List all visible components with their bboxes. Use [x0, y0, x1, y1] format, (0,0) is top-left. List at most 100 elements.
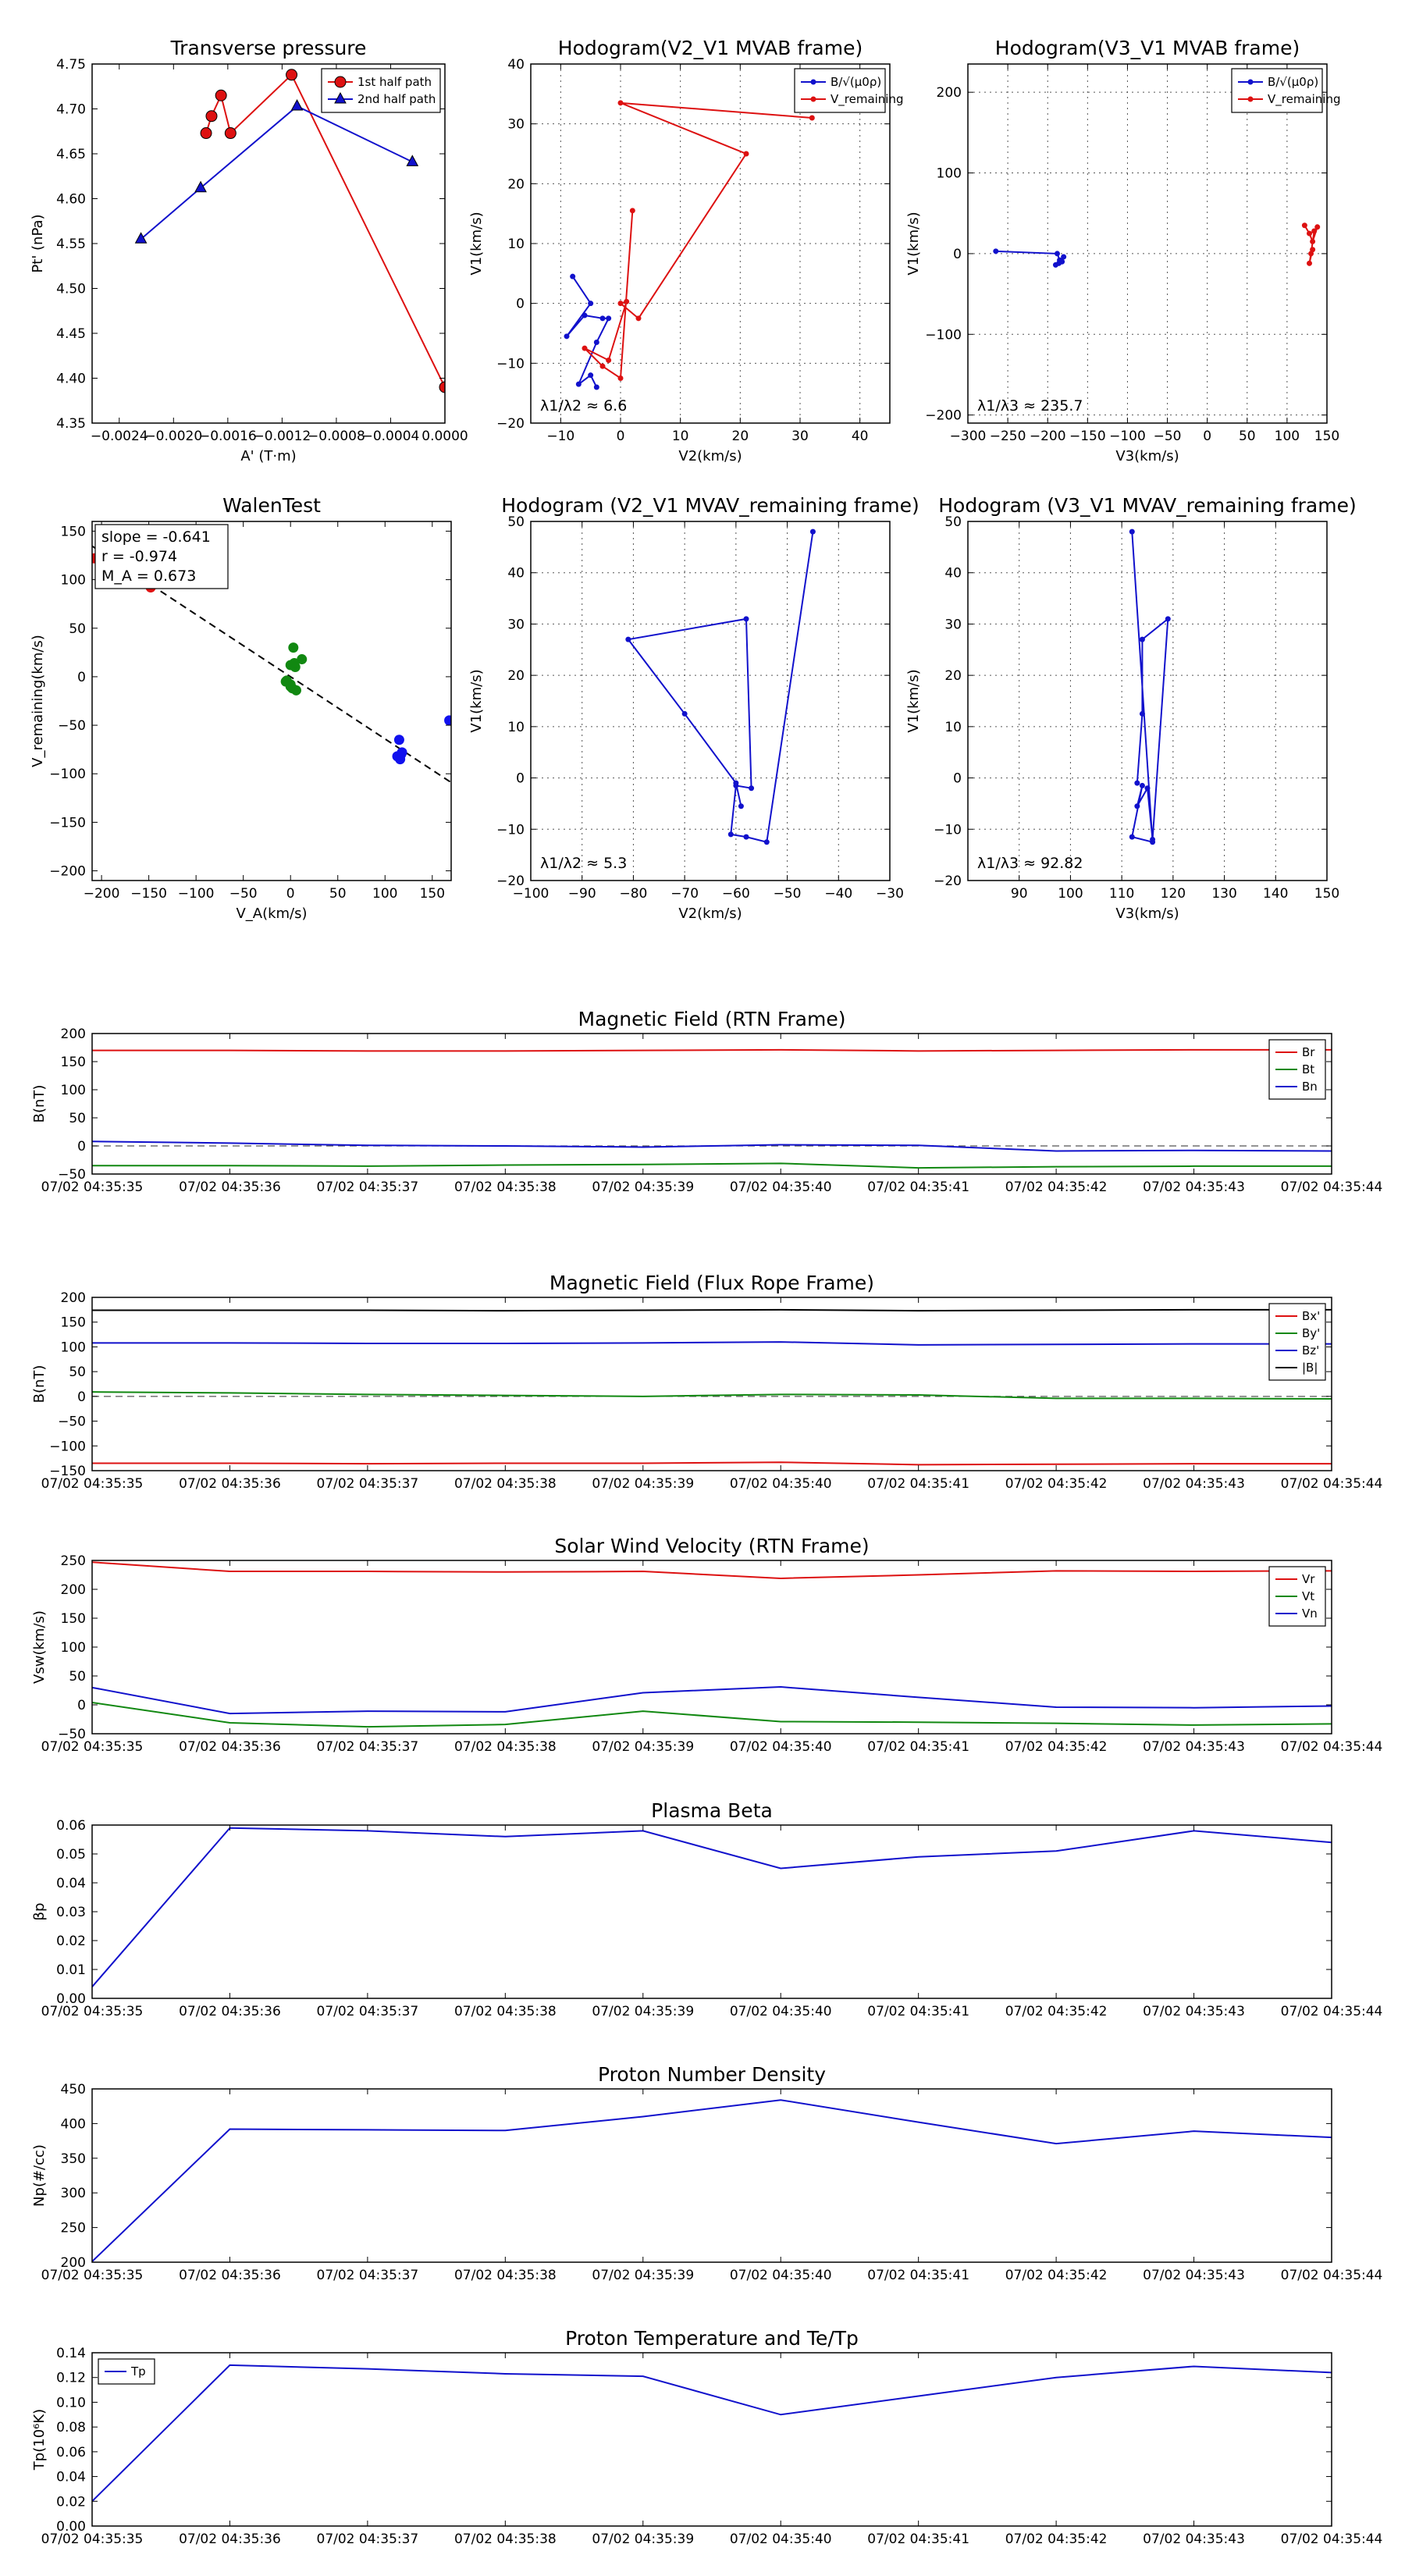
data-point — [570, 273, 576, 279]
y-tick-label: 0.02 — [56, 2494, 86, 2510]
y-tick-label: −100 — [925, 327, 962, 343]
data-point — [593, 340, 599, 345]
data-point — [1129, 528, 1135, 535]
legend-marker — [810, 79, 816, 85]
time-tick-label: 07/02 04:35:35 — [41, 2532, 144, 2547]
time-tick-label: 07/02 04:35:41 — [867, 2004, 969, 2019]
y-tick-label: 450 — [61, 2082, 86, 2097]
y-tick-label: 4.75 — [56, 57, 86, 73]
y-tick-label: 50 — [507, 514, 525, 530]
x-tick-label: −80 — [619, 886, 647, 902]
data-point — [629, 208, 635, 214]
panel-brtn: Magnetic Field (RTN Frame) 07/02 04:35:35… — [31, 1008, 1382, 1195]
plot-area — [564, 100, 815, 390]
x-tick-label: 150 — [1314, 886, 1339, 902]
series-line-Br — [92, 1048, 1332, 1052]
data-point — [599, 315, 606, 322]
time-tick-label: 07/02 04:35:39 — [592, 1179, 694, 1195]
y-tick-label: 0 — [77, 1698, 86, 1713]
data-point — [200, 127, 212, 140]
x-tick-label: −60 — [722, 886, 750, 902]
fit-stat: slope = -0.641 — [101, 528, 211, 546]
x-tick-label: −150 — [1069, 429, 1106, 444]
x-tick-label: −0.0016 — [199, 429, 257, 444]
y-tick-label: 150 — [61, 1055, 86, 1070]
chart-title: Transverse pressure — [170, 37, 367, 59]
time-tick-label: 07/02 04:35:42 — [1005, 2004, 1108, 2019]
series-line-|B| — [92, 1308, 1332, 1312]
time-tick-label: 07/02 04:35:36 — [179, 1179, 281, 1195]
chart-title: Hodogram(V3_V1 MVAB frame) — [995, 37, 1300, 59]
y-tick-label: 4.70 — [56, 102, 86, 118]
legend: Vr Vt Vn — [1268, 1566, 1326, 1627]
axes-frame — [91, 521, 452, 881]
panel-title: Magnetic Field (RTN Frame) — [578, 1008, 846, 1030]
y-axis-label: V1(km/s) — [905, 669, 922, 732]
chart-title: Hodogram(V2_V1 MVAB frame) — [558, 37, 863, 59]
legend-label: V_remaining — [831, 92, 904, 107]
plot-area — [625, 528, 816, 845]
y-tick-label: 0 — [953, 771, 962, 787]
chart-h4: Hodogram (V3_V1 MVAV_remaining frame) 90 1… — [905, 494, 1357, 922]
time-tick-label: 07/02 04:35:44 — [1281, 1476, 1383, 1492]
x-tick-label: −250 — [990, 429, 1026, 444]
data-point — [224, 127, 237, 140]
y-axis-label: B(nT) — [31, 1365, 48, 1404]
time-tick-label: 07/02 04:35:36 — [179, 1739, 281, 1755]
data-point — [588, 372, 594, 379]
y-tick-label: 20 — [944, 668, 962, 684]
x-axis-label: A' (T·m) — [240, 448, 296, 464]
series-line-Np — [92, 2099, 1332, 2262]
data-point — [738, 803, 744, 809]
data-point — [1311, 228, 1318, 234]
x-tick-label: 100 — [372, 886, 397, 902]
y-tick-label: 10 — [507, 720, 525, 735]
data-point — [582, 312, 588, 318]
data-point — [406, 155, 419, 166]
legend-label: Vr — [1302, 1572, 1315, 1586]
x-tick-label: −100 — [1109, 429, 1146, 444]
data-point — [134, 232, 148, 244]
time-tick-label: 07/02 04:35:44 — [1281, 1739, 1383, 1755]
series-line — [995, 250, 1065, 266]
data-point — [215, 89, 227, 101]
eigenvalue-ratio: λ1/λ3 ≈ 92.82 — [977, 855, 1083, 872]
legend-label: Vt — [1302, 1589, 1314, 1603]
y-tick-label: 0.01 — [56, 1962, 86, 1978]
chart-h1: Hodogram(V2_V1 MVAB frame) −10 0 10 20 30 40 −2… — [468, 37, 904, 464]
time-tick-label: 07/02 04:35:42 — [1005, 1476, 1108, 1492]
y-tick-label: 0.14 — [56, 2346, 86, 2361]
y-tick-label: 200 — [61, 2255, 86, 2271]
y-tick-label: 0 — [77, 1139, 86, 1155]
time-tick-label: 07/02 04:35:38 — [454, 1739, 557, 1755]
data-point — [743, 151, 749, 157]
y-tick-label: 0.04 — [56, 2470, 86, 2485]
legend-label: Bt — [1302, 1062, 1314, 1076]
axes-frame — [967, 521, 1328, 881]
time-tick-label: 07/02 04:35:43 — [1143, 2268, 1245, 2283]
time-tick-label: 07/02 04:35:42 — [1005, 2532, 1108, 2547]
x-tick-label: −200 — [1030, 429, 1066, 444]
legend-label: B/√(μ0ρ) — [1268, 75, 1318, 89]
time-tick-label: 07/02 04:35:43 — [1143, 2532, 1245, 2547]
y-tick-label: −200 — [49, 864, 86, 880]
legend-label: Bz' — [1302, 1343, 1319, 1357]
time-tick-label: 07/02 04:35:39 — [592, 1476, 694, 1492]
panel-np: Proton Number Density 07/02 04:35:35 07/02… — [31, 2063, 1382, 2283]
data-point — [749, 785, 755, 792]
x-tick-label: 150 — [1314, 429, 1339, 444]
y-tick-label: −50 — [58, 1414, 86, 1430]
time-tick-label: 07/02 04:35:36 — [179, 2004, 281, 2019]
data-point — [599, 363, 606, 369]
y-axis-label: B(nT) — [31, 1085, 48, 1123]
legend-label: 2nd half path — [357, 92, 436, 106]
y-axis-label: Np(#/cc) — [31, 2144, 48, 2207]
data-point — [1307, 230, 1313, 237]
y-axis-label: V1(km/s) — [468, 212, 485, 275]
x-tick-label: 110 — [1109, 886, 1134, 902]
time-tick-label: 07/02 04:35:43 — [1143, 1739, 1245, 1755]
series-line-Vr — [92, 1561, 1332, 1579]
time-tick-label: 07/02 04:35:41 — [867, 2532, 969, 2547]
y-tick-label: 250 — [61, 1553, 86, 1569]
legend-label: Br — [1302, 1045, 1315, 1059]
